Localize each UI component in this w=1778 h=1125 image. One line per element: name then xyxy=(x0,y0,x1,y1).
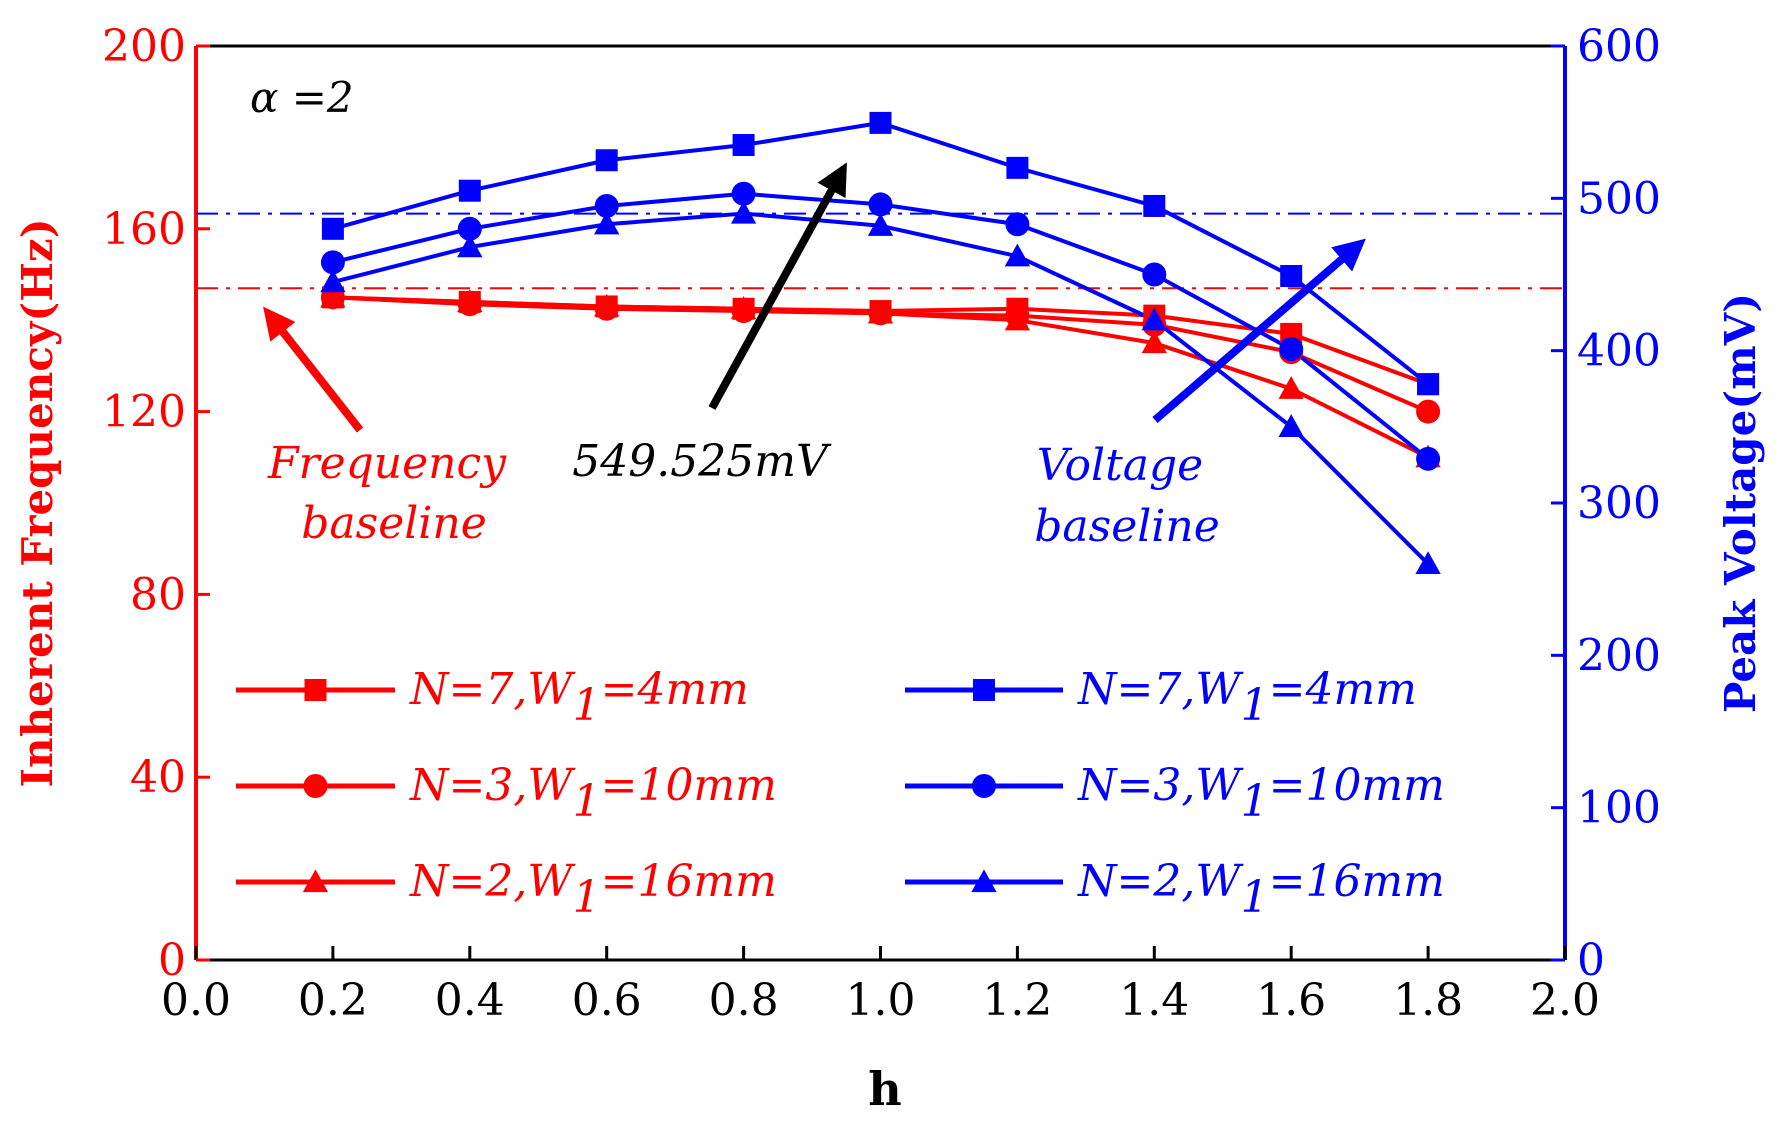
data-point-right-circle xyxy=(594,193,619,218)
data-point-left-triangle xyxy=(730,296,757,319)
data-point-right-square xyxy=(732,134,755,157)
x-tick-label: 0.2 xyxy=(298,975,368,1026)
data-point-right-triangle xyxy=(730,200,757,224)
x-tick-label: 1.8 xyxy=(1393,975,1463,1026)
data-point-right-triangle xyxy=(1004,243,1031,267)
voltage-baseline-label-line2: baseline xyxy=(1034,501,1220,552)
x-tick-label: 2.0 xyxy=(1530,975,1600,1026)
legend-marker-voltage xyxy=(972,774,996,798)
x-tick-label: 1.0 xyxy=(846,975,916,1026)
right-tick-label: 300 xyxy=(1577,478,1661,529)
voltage-baseline-label-line1: Voltage xyxy=(1037,440,1203,491)
frequency-baseline-label-line2: baseline xyxy=(301,498,487,549)
data-point-right-circle xyxy=(1142,262,1167,287)
legend-label-voltage: N=3,W1=10mm xyxy=(1077,760,1445,827)
data-point-left-circle xyxy=(1416,399,1441,424)
legend-marker-frequency xyxy=(302,869,329,893)
legend-label-frequency: N=3,W1=10mm xyxy=(409,760,777,827)
legend-label-voltage: N=2,W1=16mm xyxy=(1077,856,1445,923)
data-point-right-square xyxy=(1417,373,1440,396)
right-tick-label: 200 xyxy=(1577,630,1661,681)
data-point-right-circle xyxy=(457,216,482,241)
axis-ticks: 0.0 0.2 0.4 0.6 0.8 1.0 1.2 1.4 1.6 1.8 2.00408012… xyxy=(102,21,1661,1026)
data-point-left-triangle xyxy=(594,293,620,317)
left-tick-label: 120 xyxy=(102,387,186,438)
x-axis-title: h xyxy=(868,1062,901,1116)
data-point-right-triangle xyxy=(1415,551,1441,575)
data-point-right-square xyxy=(1006,156,1029,179)
data-point-left-triangle xyxy=(1004,307,1031,331)
frequency-baseline-label: Frequency baseline xyxy=(267,438,520,549)
data-point-right-circle xyxy=(320,250,345,275)
x-tick-label: 0.6 xyxy=(572,975,642,1026)
data-point-left-triangle xyxy=(457,289,483,313)
data-point-right-square xyxy=(321,217,344,240)
data-point-right-square xyxy=(1143,194,1166,217)
data-point-right-triangle xyxy=(594,211,620,235)
legend-marker-voltage xyxy=(971,869,997,893)
alpha-value: =2 xyxy=(292,73,354,122)
frequency-baseline-arrow xyxy=(263,306,364,433)
data-point-right-circle xyxy=(731,181,756,206)
right-tick-label: 600 xyxy=(1577,21,1661,72)
x-tick-label: 1.4 xyxy=(1119,975,1189,1026)
x-tick-label: 1.2 xyxy=(982,975,1052,1026)
data-point-right-circle xyxy=(868,192,893,217)
x-tick-label: 1.6 xyxy=(1256,975,1326,1026)
data-point-left-triangle xyxy=(1141,330,1167,354)
legend-label-frequency: N=2,W1=16mm xyxy=(409,856,777,923)
data-point-right-square xyxy=(595,149,618,172)
alpha-symbol: α xyxy=(250,73,278,122)
left-tick-label: 200 xyxy=(102,21,186,72)
left-tick-label: 0 xyxy=(158,935,186,986)
data-point-right-triangle xyxy=(1141,307,1167,331)
x-tick-label: 0.8 xyxy=(709,975,779,1026)
legend-label-frequency: N=7,W1=4mm xyxy=(409,664,749,731)
right-tick-label: 0 xyxy=(1577,935,1605,986)
data-point-right-circle xyxy=(1416,446,1441,471)
data-point-right-triangle xyxy=(320,269,346,293)
right-tick-label: 500 xyxy=(1577,173,1661,224)
x-tick-label: 0.0 xyxy=(161,975,231,1026)
data-point-left-triangle xyxy=(1278,376,1304,399)
data-point-right-triangle xyxy=(1278,414,1304,437)
series-lines xyxy=(332,120,1430,566)
data-point-right-circle xyxy=(1279,337,1304,362)
legend: N=7,W1=4mm N=3,W1=10mm N=2,W1=16mm N=7,W1=4… xyxy=(236,664,1445,923)
peak-voltage-arrow xyxy=(708,162,847,410)
legend-marker-frequency xyxy=(304,679,327,701)
alpha-annotation: α =2 xyxy=(250,73,354,122)
data-point-right-circle xyxy=(1005,212,1030,237)
right-axis-title: Peak Voltage(mV) xyxy=(1716,293,1765,713)
data-point-right-square xyxy=(458,179,481,202)
left-axis-title: Inherent Frequency(Hz) xyxy=(13,218,62,787)
legend-marker-voltage xyxy=(973,679,995,701)
right-tick-label: 100 xyxy=(1577,783,1661,834)
data-point-right-square xyxy=(869,111,892,134)
data-point-right-square xyxy=(1280,265,1303,288)
left-tick-label: 40 xyxy=(130,752,186,803)
x-tick-label: 0.4 xyxy=(435,975,505,1026)
data-point-left-triangle xyxy=(867,300,894,324)
voltage-baseline-arrow xyxy=(1152,238,1366,424)
right-tick-label: 400 xyxy=(1577,326,1661,377)
legend-label-voltage: N=7,W1=4mm xyxy=(1077,664,1417,731)
frequency-baseline-label-line1: Frequency xyxy=(267,438,507,489)
voltage-baseline-label: Voltage baseline xyxy=(1034,440,1220,552)
data-point-right-triangle xyxy=(867,213,894,236)
data-point-right-triangle xyxy=(457,234,483,258)
left-tick-label: 160 xyxy=(102,204,186,255)
legend-marker-frequency xyxy=(303,774,328,798)
left-tick-label: 80 xyxy=(130,569,186,620)
series-markers xyxy=(320,111,1441,575)
peak-voltage-label: 549.525mV xyxy=(572,436,832,487)
data-point-left-triangle xyxy=(320,284,346,308)
series-line-right-triangle xyxy=(332,211,1430,566)
